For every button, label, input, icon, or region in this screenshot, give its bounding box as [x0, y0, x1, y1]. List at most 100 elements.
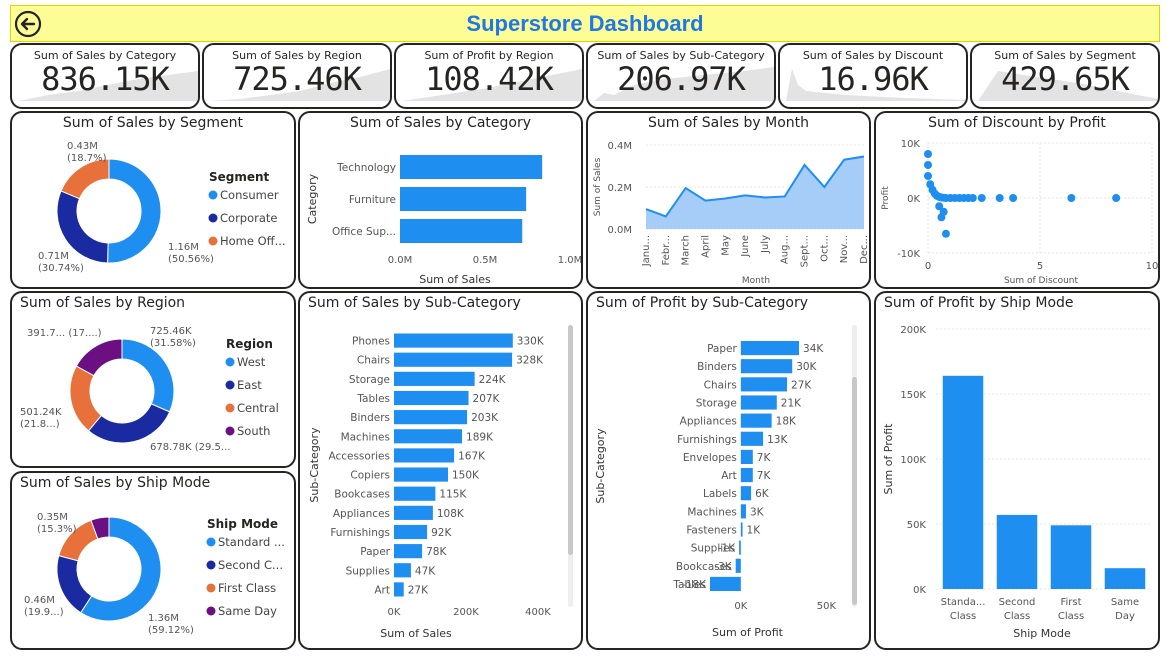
- region-donut-card[interactable]: Sum of Sales by Region Region West East Cen…: [10, 291, 296, 468]
- legend-marker: [225, 403, 235, 413]
- kpi-card[interactable]: Sum of Sales by Segment 429.65K: [970, 43, 1160, 109]
- tick-label: 1.0M: [558, 255, 583, 266]
- scrollbar-thumb[interactable]: [852, 377, 857, 605]
- data-label: 150K: [452, 470, 480, 482]
- data-label: 13K: [767, 434, 788, 446]
- bar: [394, 544, 423, 559]
- scatter-point: [995, 194, 1004, 202]
- kpi-title: Sum of Sales by Segment: [994, 49, 1136, 62]
- axis-title: Sum of Profit: [712, 626, 784, 639]
- chart-title: Sum of Profit by Sub-Category: [596, 295, 809, 311]
- category-label: Office Sup...: [332, 226, 396, 238]
- data-label: (18.7%): [67, 153, 107, 164]
- bar: [394, 524, 428, 540]
- axis-title: Sum of Sales: [380, 627, 452, 640]
- legend-item: Corporate: [220, 211, 278, 225]
- legend-item: South: [237, 424, 270, 438]
- bar: [735, 558, 741, 573]
- legend-marker: [225, 380, 235, 390]
- axis-title: Sub-Category: [308, 427, 321, 503]
- donut-slice: [80, 516, 162, 622]
- data-label: 27K: [408, 584, 429, 596]
- data-label: 0.46M: [24, 595, 55, 606]
- profit-by-subcategory-card[interactable]: Sum of Profit by Sub-Category Paper 34K Bi…: [586, 291, 871, 650]
- tick-label: 50K: [817, 601, 837, 612]
- bar: [740, 431, 764, 446]
- category-label: Phones: [352, 336, 390, 348]
- scatter-point: [1009, 194, 1018, 202]
- data-label: (30.74%): [38, 263, 84, 274]
- data-label: (31.58%): [150, 338, 196, 349]
- data-label: 328K: [516, 355, 544, 367]
- tick-label: 0K: [734, 601, 747, 612]
- bar: [400, 187, 527, 211]
- donut-slice: [75, 338, 123, 377]
- sales-by-month-card[interactable]: Sum of Sales by Month 0.0M 0.2M 0.4M Janu..…: [586, 111, 871, 289]
- tick-label: 100K: [900, 455, 926, 466]
- tick-label: 200K: [900, 325, 926, 336]
- legend-item: Consumer: [220, 188, 279, 202]
- legend-marker: [206, 560, 216, 570]
- legend-item: Same Day: [218, 604, 277, 618]
- kpi-card[interactable]: Sum of Sales by Region 725.46K: [202, 43, 392, 109]
- category-label: Labels: [703, 488, 737, 500]
- bar: [394, 486, 436, 501]
- legend-marker: [206, 583, 216, 593]
- category-label: Chairs: [704, 379, 737, 391]
- bar: [394, 410, 468, 425]
- data-label: 678.78K (29.5...: [150, 442, 230, 453]
- bar: [740, 377, 788, 392]
- kpi-card[interactable]: Sum of Sales by Discount 16.96K: [778, 43, 968, 109]
- category-label: Day: [1115, 611, 1135, 622]
- tick-label: 0.2M: [607, 183, 632, 194]
- data-label: 21K: [781, 398, 802, 410]
- data-label: 203K: [471, 412, 499, 424]
- sales-by-category-card[interactable]: Sum of Sales by Category Technology Furni…: [298, 111, 583, 289]
- tick-label: June: [740, 235, 751, 258]
- donut-slice: [60, 158, 110, 200]
- category-label: Supplies: [346, 565, 390, 577]
- scrollbar-thumb[interactable]: [568, 325, 573, 555]
- data-label: 0.71M: [38, 251, 69, 262]
- kpi-card[interactable]: Sum of Sales by Category 836.15K: [10, 43, 200, 109]
- data-label: 725.46K: [150, 326, 192, 337]
- data-label: 7K: [757, 470, 772, 482]
- kpi-value: 725.46K: [233, 60, 362, 98]
- tick-label: 0.0M: [388, 255, 413, 266]
- legend-item: First Class: [218, 581, 276, 595]
- chart-title: Sum of Profit by Ship Mode: [884, 295, 1074, 311]
- arrow-left-circle-icon[interactable]: [14, 10, 42, 38]
- data-label: 92K: [431, 527, 452, 539]
- kpi-value: 108.42K: [425, 60, 554, 98]
- kpi-card[interactable]: Sum of Profit by Region 108.42K: [394, 43, 584, 109]
- category-label: Fasteners: [686, 525, 736, 537]
- donut-slice: [56, 555, 93, 614]
- category-label: Same: [1111, 597, 1139, 608]
- legend-item: Second C...: [218, 558, 283, 572]
- tick-label: 10: [1146, 261, 1159, 272]
- category-label: First: [1060, 597, 1081, 608]
- data-label: 189K: [466, 431, 494, 443]
- shipmode-donut-card[interactable]: Sum of Sales by Ship Mode Ship Mode Stand…: [10, 471, 296, 650]
- chart-title: Sum of Discount by Profit: [928, 115, 1106, 131]
- category-label: Tables: [672, 579, 706, 591]
- scatter-point: [924, 150, 932, 158]
- data-label: -18K: [682, 579, 707, 591]
- category-label: Class: [1004, 611, 1030, 622]
- category-label: Storage: [349, 374, 390, 386]
- sales-by-subcategory-card[interactable]: Sum of Sales by Sub-Category Phones 330K C…: [298, 291, 583, 650]
- scatter-point: [1067, 194, 1076, 202]
- discount-by-profit-card[interactable]: Sum of Discount by Profit 10K 0K -10K 0 5 10 S…: [874, 111, 1160, 289]
- category-label: Binders: [350, 412, 390, 424]
- tick-label: 400K: [525, 607, 551, 618]
- segment-donut-card[interactable]: Sum of Sales by Segment Segment Consumer C…: [10, 111, 296, 289]
- kpi-sparkline: [594, 67, 774, 101]
- kpi-sparkline: [210, 69, 390, 101]
- tick-label: July: [760, 235, 771, 254]
- kpi-card[interactable]: Sum of Sales by Sub-Category 206.97K: [586, 43, 776, 109]
- tick-label: 0.5M: [473, 255, 498, 266]
- category-label: Furnishings: [330, 527, 390, 539]
- dashboard-title-bar: Superstore Dashboard: [10, 5, 1160, 42]
- profit-by-shipmode-card[interactable]: Sum of Profit by Ship Mode 0K 50K 100K 150K…: [874, 291, 1160, 650]
- category-label: Furnishings: [677, 434, 737, 446]
